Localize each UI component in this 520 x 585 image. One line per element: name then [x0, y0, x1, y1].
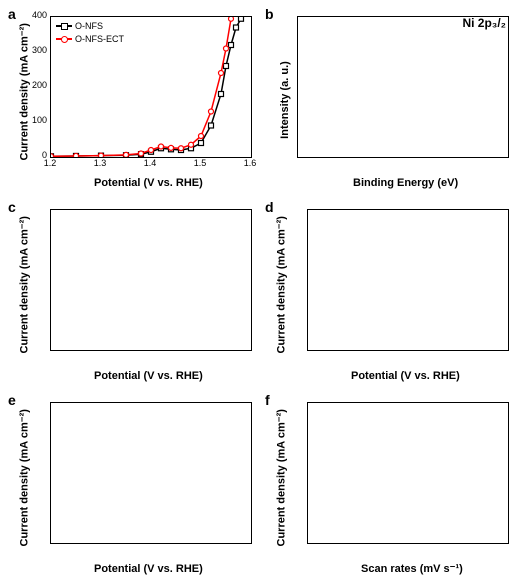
panel-b-plot: [297, 16, 509, 158]
panel-b-title: Ni 2p₃/₂: [462, 16, 506, 30]
panel-f-plot: [307, 402, 509, 544]
ytick: 400: [32, 10, 47, 20]
panel-d-plot: [307, 209, 509, 351]
ytick: 200: [32, 80, 47, 90]
panel-b-xlabel: Binding Energy (eV): [353, 177, 458, 189]
panel-c-xlabel: Potential (V vs. RHE): [94, 370, 203, 382]
panel-c-plot: [50, 209, 252, 351]
panel-d: d Current density (mA cm⁻²) Potential (V…: [263, 199, 514, 386]
panel-a-ylabel: Current density (mA cm⁻²): [18, 41, 31, 161]
panel-d-label: d: [265, 199, 274, 215]
xtick: 1.6: [238, 158, 262, 168]
xtick: 1.4: [138, 158, 162, 168]
panel-e-label: e: [8, 392, 16, 408]
ytick: 300: [32, 45, 47, 55]
panel-a-label: a: [8, 6, 16, 22]
legend-text: O-NFS: [75, 20, 103, 33]
legend-text: O-NFS-ECT: [75, 33, 124, 46]
panel-f-ylabel: Current density (mA cm⁻²): [275, 427, 288, 547]
panel-b: b Intensity (a. u.) Ni 2p₃/₂ Binding Ene…: [263, 6, 514, 193]
ytick: 0: [42, 150, 47, 160]
panel-a-xlabel: Potential (V vs. RHE): [94, 177, 203, 189]
panel-c-ylabel: Current density (mA cm⁻²): [18, 234, 31, 354]
panel-d-xlabel: Potential (V vs. RHE): [351, 370, 460, 382]
panel-c-label: c: [8, 199, 16, 215]
panel-e-ylabel: Current density (mA cm⁻²): [18, 427, 31, 547]
panel-a: a Current density (mA cm⁻²) Potential (V…: [6, 6, 257, 193]
panel-d-ylabel: Current density (mA cm⁻²): [275, 234, 288, 354]
panel-b-ylabel: Intensity (a. u.): [279, 50, 291, 150]
panel-b-label: b: [265, 6, 274, 22]
xtick: 1.5: [188, 158, 212, 168]
panel-f-xlabel: Scan rates (mV s⁻¹): [361, 562, 463, 575]
ytick: 100: [32, 115, 47, 125]
panel-c: c Current density (mA cm⁻²) Potential (V…: [6, 199, 257, 386]
legend: O-NFSO-NFS-ECT: [56, 20, 124, 45]
panel-e: e Current density (mA cm⁻²) Potential (V…: [6, 392, 257, 579]
legend-item: O-NFS-ECT: [56, 33, 124, 46]
panel-e-xlabel: Potential (V vs. RHE): [94, 563, 203, 575]
figure-grid: a Current density (mA cm⁻²) Potential (V…: [6, 6, 514, 579]
panel-e-plot: [50, 402, 252, 544]
legend-item: O-NFS: [56, 20, 124, 33]
xtick: 1.3: [88, 158, 112, 168]
panel-f-label: f: [265, 392, 270, 408]
panel-f: f Current density (mA cm⁻²) Scan rates (…: [263, 392, 514, 579]
